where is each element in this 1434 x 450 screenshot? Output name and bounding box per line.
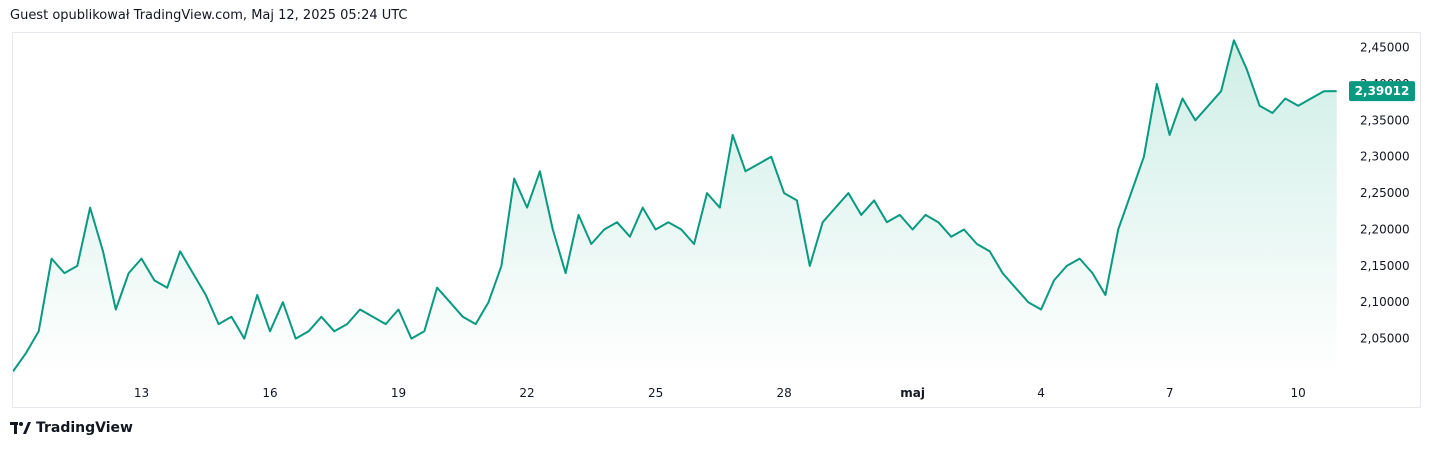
x-tick-label: 22: [519, 386, 534, 400]
y-axis: 2,450002,400002,350002,300002,250002,200…: [1360, 41, 1410, 346]
x-tick-label: 13: [134, 386, 149, 400]
tradingview-logo-icon: [10, 422, 31, 434]
last-price-value: 2,39012: [1355, 84, 1410, 98]
y-tick-label: 2,20000: [1360, 222, 1410, 236]
x-tick-label: 28: [776, 386, 791, 400]
y-tick-label: 2,25000: [1360, 186, 1410, 200]
brand-name: TradingView: [36, 420, 133, 436]
y-tick-label: 2,15000: [1360, 259, 1410, 273]
x-tick-label: 25: [648, 386, 663, 400]
y-tick-label: 2,05000: [1360, 332, 1410, 346]
y-tick-label: 2,45000: [1360, 41, 1410, 55]
y-tick-label: 2,35000: [1360, 113, 1410, 127]
x-tick-label: 4: [1037, 386, 1045, 400]
x-tick-label: 10: [1291, 386, 1306, 400]
publication-header: Guest opublikował TradingView.com, Maj 1…: [10, 8, 408, 23]
line-layer: [13, 39, 1337, 372]
x-axis: 13 16 19 22 25 28 maj 4 7 10: [134, 386, 1306, 400]
area-layer: [13, 40, 1337, 376]
chart-frame[interactable]: 2,450002,400002,350002,300002,250002,200…: [12, 32, 1421, 408]
price-chart[interactable]: 2,450002,400002,350002,300002,250002,200…: [13, 33, 1422, 409]
x-tick-label: 7: [1166, 386, 1174, 400]
x-tick-label: 19: [391, 386, 406, 400]
y-tick-label: 2,10000: [1360, 295, 1410, 309]
x-tick-label: 16: [262, 386, 277, 400]
price-line: [13, 39, 1337, 372]
last-price-tag-layer: 2,39012: [1349, 81, 1415, 102]
last-price-tag: [1349, 81, 1415, 102]
price-area: [13, 40, 1337, 376]
x-tick-label: maj: [900, 386, 925, 400]
tradingview-brand[interactable]: TradingView: [10, 420, 133, 436]
y-tick-label: 2,30000: [1360, 150, 1410, 164]
